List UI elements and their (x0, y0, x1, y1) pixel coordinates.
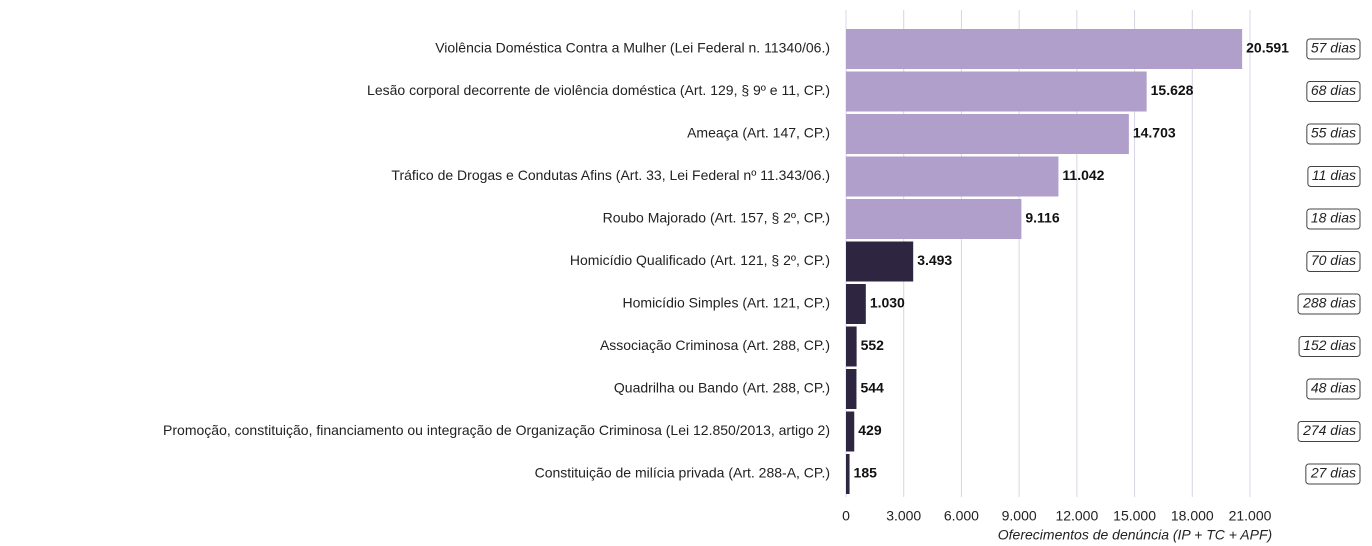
duration-box (1297, 293, 1361, 315)
x-tick-label: 0 (842, 508, 850, 524)
x-axis-label: Oferecimentos de denúncia (IP + TC + APF… (998, 527, 1272, 543)
duration-label: 27 dias (1310, 465, 1356, 481)
x-tick-label: 3.000 (886, 508, 921, 524)
duration-label: 18 dias (1311, 210, 1356, 226)
bar (846, 114, 1129, 154)
duration-label: 57 dias (1311, 40, 1356, 56)
y-tick-label: Associação Criminosa (Art. 288, CP.) (600, 337, 830, 353)
bar (846, 326, 857, 367)
value-label: 185 (854, 465, 878, 481)
duration-box (1306, 378, 1361, 400)
value-label: 14.703 (1133, 125, 1176, 141)
bar (846, 454, 850, 494)
x-tick-label: 9.000 (1002, 508, 1037, 524)
duration-label: 48 dias (1311, 380, 1356, 396)
y-tick-label: Roubo Majorado (Art. 157, § 2º, CP.) (603, 210, 830, 226)
y-tick-label: Promoção, constituição, financiamento ou… (163, 422, 830, 438)
y-tick-label: Constituição de milícia privada (Art. 28… (535, 465, 830, 481)
duration-box (1306, 251, 1361, 272)
bar (846, 156, 1059, 197)
duration-box (1307, 166, 1361, 187)
bar (846, 411, 855, 452)
bar (846, 241, 914, 282)
x-tick-label: 6.000 (944, 508, 979, 524)
duration-box (1306, 123, 1361, 145)
duration-box (1298, 336, 1361, 357)
x-tick-label: 21.000 (1229, 508, 1272, 524)
y-tick-label: Tráfico de Drogas e Condutas Afins (Art.… (391, 167, 830, 183)
duration-label: 152 dias (1303, 337, 1356, 353)
value-label: 552 (861, 337, 885, 353)
y-tick-label: Violência Doméstica Contra a Mulher (Lei… (435, 40, 830, 56)
duration-label: 274 dias (1302, 422, 1356, 438)
duration-box (1306, 81, 1361, 102)
value-label: 544 (860, 380, 884, 396)
bar (846, 284, 866, 324)
duration-box (1297, 421, 1361, 442)
x-tick-label: 12.000 (1055, 508, 1098, 524)
bar (846, 199, 1022, 239)
y-tick-label: Homicídio Qualificado (Art. 121, § 2º, C… (570, 252, 830, 268)
value-label: 9.116 (1025, 210, 1059, 226)
duration-label: 11 dias (1312, 167, 1356, 183)
bar (846, 71, 1147, 112)
value-label: 20.591 (1246, 40, 1289, 56)
y-tick-label: Quadrilha ou Bando (Art. 288, CP.) (614, 380, 830, 396)
value-label: 11.042 (1062, 167, 1104, 183)
duration-label: 70 dias (1311, 252, 1356, 268)
x-tick-label: 15.000 (1113, 508, 1156, 524)
value-label: 3.493 (917, 252, 952, 268)
y-tick-label: Homicídio Simples (Art. 121, CP.) (623, 295, 830, 311)
value-label: 1.030 (870, 295, 905, 311)
duration-box (1306, 208, 1361, 230)
duration-label: 68 dias (1311, 82, 1356, 98)
duration-box (1305, 463, 1361, 485)
duration-box (1306, 38, 1361, 60)
value-label: 15.628 (1151, 82, 1194, 98)
duration-label: 288 dias (1302, 295, 1356, 311)
duration-label: 55 dias (1311, 125, 1356, 141)
y-tick-label: Ameaça (Art. 147, CP.) (687, 125, 830, 141)
bar (846, 29, 1243, 69)
x-tick-label: 18.000 (1171, 508, 1214, 524)
y-tick-label: Lesão corporal decorrente de violência d… (367, 82, 830, 98)
bar (846, 369, 857, 409)
value-label: 429 (858, 422, 882, 438)
